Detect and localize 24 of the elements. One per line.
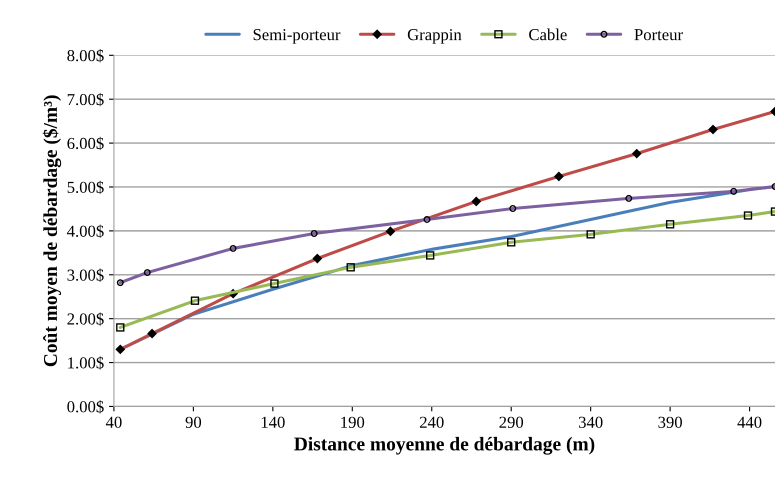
x-tick-label: 290 — [499, 416, 524, 428]
x-tick-label: 240 — [420, 416, 444, 428]
y-tick-label: 5.00$ — [68, 180, 104, 194]
y-tick-label: 0.00$ — [67, 400, 104, 414]
x-tick-label: 440 — [737, 416, 762, 428]
x-tick-label: 140 — [262, 416, 285, 428]
legend-label: Grappin — [408, 29, 462, 44]
legend-label: Cable — [529, 28, 567, 40]
y-tick-label: 2.00$ — [67, 312, 104, 326]
x-tick-label: 190 — [341, 416, 364, 428]
y-tick-label: 7.00$ — [68, 92, 104, 106]
y-tick-label: 1.00$ — [68, 356, 104, 370]
y-axis-title: Coût moyen de débardage ($/m³) — [42, 95, 62, 366]
y-tick-label: 4.00$ — [67, 224, 104, 238]
y-tick-label: 6.00$ — [67, 136, 104, 150]
x-tick-label: 90 — [186, 416, 202, 428]
x-axis-title: Distance moyenne de débardage (m) — [294, 436, 594, 455]
x-tick-label: 40 — [106, 416, 122, 428]
legend-label: Porteur — [634, 29, 683, 40]
legend-label: Semi-porteur — [254, 29, 340, 44]
x-tick-label: 340 — [578, 416, 603, 428]
x-tick-label: 390 — [658, 416, 682, 428]
y-tick-label: 3.00$ — [68, 268, 104, 282]
y-tick-label: 8.00$ — [67, 49, 104, 62]
